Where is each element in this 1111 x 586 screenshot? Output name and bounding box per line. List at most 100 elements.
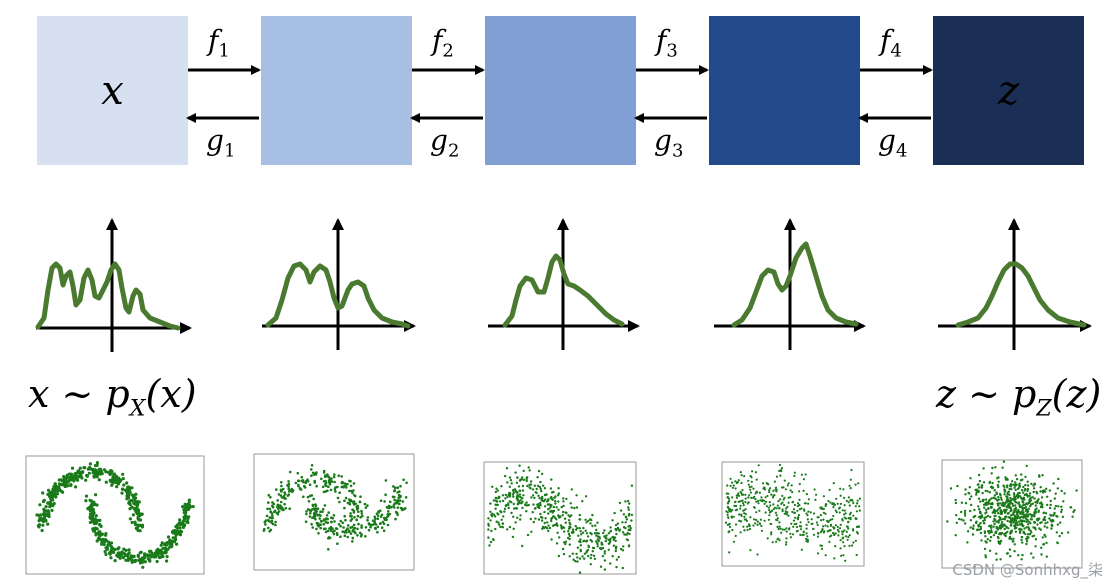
scatter-point-5 <box>1069 506 1073 509</box>
scatter-point-5 <box>1026 487 1030 491</box>
scatter-point-3 <box>595 528 598 532</box>
scatter-point-5 <box>994 514 997 517</box>
scatter-point-4 <box>787 501 790 504</box>
scatter-point-4 <box>777 537 780 540</box>
scatter-point-4 <box>744 497 747 500</box>
scatter-point-4 <box>856 502 859 505</box>
scatter-point-1 <box>50 493 54 497</box>
scatter-point-4 <box>819 544 822 547</box>
scatter-point-5 <box>1002 460 1006 463</box>
distribution-box-4 <box>709 16 860 165</box>
scatter-point-2 <box>328 481 331 484</box>
scatter-point-4 <box>747 483 750 486</box>
scatter-point-3 <box>569 502 572 505</box>
scatter-point-2 <box>269 510 272 514</box>
scatter-point-2 <box>332 532 336 536</box>
scatter-point-5 <box>988 524 991 528</box>
scatter-point-5 <box>1067 531 1070 534</box>
scatter-point-3 <box>628 524 632 528</box>
scatter-point-5 <box>993 489 996 492</box>
scatter-point-5 <box>964 493 967 496</box>
scatter-point-1 <box>130 560 134 564</box>
scatter-point-4 <box>793 474 796 477</box>
scatter-point-5 <box>977 489 980 493</box>
scatter-point-5 <box>964 502 968 505</box>
scatter-point-4 <box>794 516 797 519</box>
scatter-point-3 <box>532 520 535 524</box>
scatter-point-1 <box>97 478 101 482</box>
scatter-point-4 <box>789 496 792 499</box>
scatter-point-5 <box>999 494 1002 497</box>
scatter-point-2 <box>364 526 368 529</box>
scatter-point-4 <box>785 530 788 533</box>
scatter-point-3 <box>518 493 522 496</box>
scatter-point-1 <box>65 480 69 484</box>
scatter-point-4 <box>854 483 857 486</box>
scatter-point-3 <box>581 531 585 534</box>
scatter-point-2 <box>312 497 316 501</box>
scatter-point-2 <box>390 505 393 509</box>
scatter-point-4 <box>836 525 839 529</box>
scatter-point-2 <box>333 480 336 484</box>
scatter-point-5 <box>978 479 982 483</box>
scatter-point-4 <box>793 503 797 507</box>
scatter-point-5 <box>1028 513 1032 516</box>
scatter-point-5 <box>954 534 957 537</box>
scatter-point-1 <box>76 478 80 482</box>
scatter-point-2 <box>405 481 408 485</box>
scatter-point-3 <box>558 536 561 539</box>
scatter-point-4 <box>739 531 742 534</box>
scatter-point-3 <box>614 527 617 531</box>
scatter-point-2 <box>398 502 401 506</box>
scatter-point-2 <box>290 489 293 493</box>
scatter-point-2 <box>288 470 292 474</box>
scatter-point-5 <box>995 520 998 523</box>
scatter-point-5 <box>1007 527 1010 530</box>
scatter-point-2 <box>352 482 356 485</box>
scatter-point-4 <box>768 514 771 517</box>
scatter-point-1 <box>100 472 104 476</box>
scatter-point-5 <box>1010 531 1013 534</box>
scatter-point-2 <box>307 500 311 503</box>
scatter-point-3 <box>555 518 558 521</box>
density-plot-4 <box>714 218 866 350</box>
scatter-point-4 <box>768 501 771 504</box>
scatter-point-5 <box>992 534 996 537</box>
scatter-point-4 <box>743 529 746 532</box>
scatter-point-3 <box>512 502 515 506</box>
scatter-point-4 <box>800 507 803 510</box>
scatter-point-4 <box>782 486 785 489</box>
scatter-point-5 <box>1032 556 1035 559</box>
scatter-point-5 <box>1005 495 1008 498</box>
scatter-point-4 <box>743 475 746 478</box>
scatter-point-4 <box>820 547 824 551</box>
scatter-point-2 <box>348 529 351 533</box>
scatter-point-3 <box>595 534 598 537</box>
scatter-point-2 <box>264 519 268 522</box>
scatter-point-1 <box>105 547 109 551</box>
scatter-point-4 <box>773 480 777 483</box>
scatter-point-4 <box>740 474 743 477</box>
scatter-point-5 <box>966 530 970 533</box>
scatter-point-5 <box>1026 510 1030 513</box>
scatter-frame-1 <box>25 455 205 575</box>
scatter-point-2 <box>364 535 367 538</box>
scatter-point-3 <box>572 558 575 561</box>
scatter-point-1 <box>108 552 112 556</box>
scatter-point-4 <box>782 498 785 501</box>
scatter-point-5 <box>1016 512 1019 515</box>
scatter-point-1 <box>100 542 104 546</box>
scatter-point-5 <box>976 483 980 486</box>
scatter-point-5 <box>1030 482 1033 486</box>
scatter-point-3 <box>619 509 623 512</box>
scatter-point-1 <box>70 466 75 470</box>
scatter-point-3 <box>531 494 535 497</box>
scatter-point-3 <box>574 559 577 563</box>
scatter-point-4 <box>786 484 789 487</box>
scatter-point-3 <box>492 513 496 516</box>
density-plot-1 <box>35 218 192 352</box>
scatter-point-5 <box>969 509 972 513</box>
scatter-point-2 <box>275 488 278 491</box>
scatter-point-1 <box>175 530 179 534</box>
